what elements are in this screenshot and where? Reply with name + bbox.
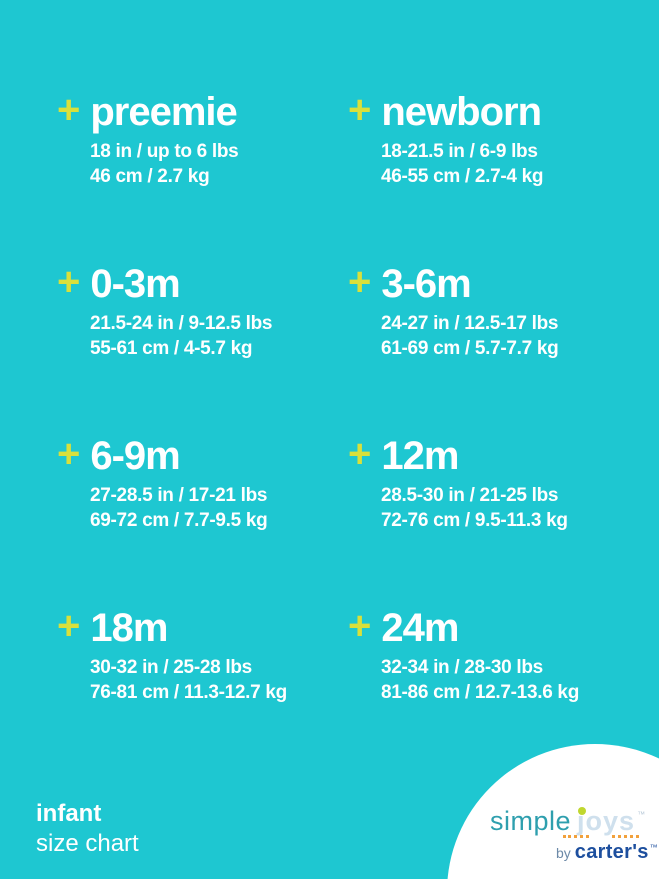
simple-joys-logo: simple joys ™ (490, 806, 646, 836)
size-entry: + newborn 18-21.5 in / 6-9 lbs 46-55 cm … (330, 88, 659, 264)
size-entry: + 18m 30-32 in / 25-28 lbs 76-81 cm / 11… (0, 604, 330, 780)
plus-icon: + (57, 260, 81, 304)
size-metric: 46-55 cm / 2.7-4 kg (381, 166, 544, 188)
size-metric: 76-81 cm / 11.3-12.7 kg (90, 682, 287, 704)
j-dot-icon (578, 807, 587, 815)
size-metric: 55-61 cm / 4-5.7 kg (90, 338, 253, 360)
logo-simple-text: simple (490, 806, 572, 836)
size-name: newborn (381, 90, 542, 134)
logo-byline: by carter's ™ (556, 841, 658, 864)
size-entry: + 12m 28.5-30 in / 21-25 lbs 72-76 cm / … (330, 432, 659, 608)
plus-icon: + (57, 432, 81, 476)
size-name: 3-6m (381, 262, 471, 306)
size-name: 12m (381, 434, 459, 478)
trademark-symbol: ™ (649, 843, 658, 852)
plus-icon: + (348, 260, 372, 304)
size-metric: 69-72 cm / 7.7-9.5 kg (90, 510, 268, 532)
size-name: 0-3m (90, 262, 180, 306)
plus-icon: + (348, 432, 372, 476)
size-header: + 24m (348, 604, 659, 650)
size-imperial: 32-34 in / 28-30 lbs (381, 657, 543, 678)
logo-by-text: by (556, 845, 571, 861)
plus-icon: + (348, 604, 372, 648)
size-header: + 18m (57, 604, 330, 650)
size-imperial: 18 in / up to 6 lbs (90, 141, 239, 162)
size-entry: + 24m 32-34 in / 28-30 lbs 81-86 cm / 12… (330, 604, 659, 780)
size-metric: 61-69 cm / 5.7-7.7 kg (381, 338, 559, 360)
size-imperial: 21.5-24 in / 9-12.5 lbs (90, 313, 273, 334)
trademark-symbol: ™ (637, 810, 646, 819)
size-header: + 3-6m (348, 260, 659, 306)
dotted-underline-icon (612, 835, 639, 838)
size-imperial: 30-32 in / 25-28 lbs (90, 657, 252, 678)
size-header: + 0-3m (57, 260, 330, 306)
size-entry: + 6-9m 27-28.5 in / 17-21 lbs 69-72 cm /… (0, 432, 330, 608)
size-imperial: 28.5-30 in / 21-25 lbs (381, 485, 559, 506)
size-metric: 46 cm / 2.7 kg (90, 166, 210, 188)
size-name: 6-9m (90, 434, 180, 478)
size-grid: + preemie 18 in / up to 6 lbs 46 cm / 2.… (0, 88, 659, 780)
size-imperial: 27-28.5 in / 17-21 lbs (90, 485, 268, 506)
footer-subtitle: size chart (36, 830, 139, 858)
size-entry: + 0-3m 21.5-24 in / 9-12.5 lbs 55-61 cm … (0, 260, 330, 436)
size-header: + 12m (348, 432, 659, 478)
size-header: + 6-9m (57, 432, 330, 478)
size-header: + newborn (348, 88, 659, 134)
dotted-underline-icon (563, 835, 589, 838)
size-name: 24m (381, 606, 459, 650)
size-imperial: 24-27 in / 12.5-17 lbs (381, 313, 559, 334)
logo-joys-text: joys (577, 806, 636, 836)
footer-label: infant size chart (36, 799, 139, 859)
size-imperial: 18-21.5 in / 6-9 lbs (381, 141, 538, 162)
plus-icon: + (57, 88, 81, 132)
size-name: 18m (90, 606, 168, 650)
logo-carters-text: carter's (574, 841, 649, 863)
size-header: + preemie (57, 88, 330, 134)
plus-icon: + (348, 88, 372, 132)
size-entry: + preemie 18 in / up to 6 lbs 46 cm / 2.… (0, 88, 330, 264)
size-name: preemie (90, 90, 237, 134)
size-entry: + 3-6m 24-27 in / 12.5-17 lbs 61-69 cm /… (330, 260, 659, 436)
footer-title: infant (36, 800, 102, 827)
plus-icon: + (57, 604, 81, 648)
size-metric: 72-76 cm / 9.5-11.3 kg (381, 510, 568, 532)
logo-joys-word: joys (577, 806, 636, 836)
size-metric: 81-86 cm / 12.7-13.6 kg (381, 682, 580, 704)
